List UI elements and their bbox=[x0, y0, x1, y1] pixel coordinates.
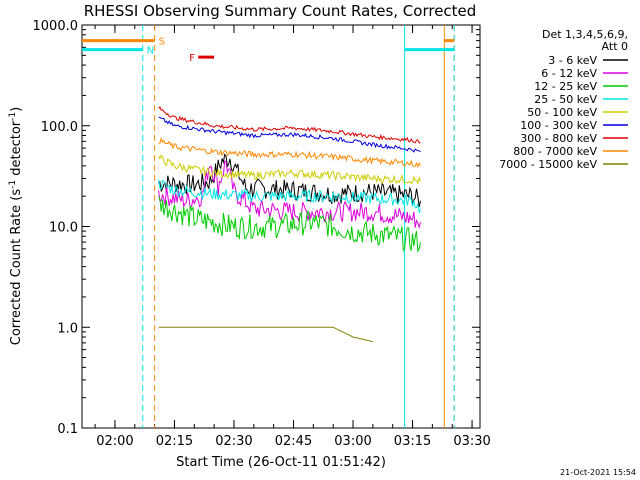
x-tick-label: 02:15 bbox=[156, 434, 193, 449]
y-axis-label-part: detector bbox=[9, 120, 24, 180]
legend-header-line: Det 1,3,4,5,6,9, bbox=[542, 28, 628, 41]
x-tick-label: 03:00 bbox=[334, 434, 371, 449]
legend-entry-label: 50 - 100 keV bbox=[527, 106, 597, 119]
flag-label-S: S bbox=[159, 37, 165, 48]
flag-label-F: F bbox=[189, 53, 195, 64]
legend-entry-label: 800 - 7000 keV bbox=[513, 145, 597, 158]
y-axis-label-part: Corrected Count Rate (s bbox=[9, 189, 24, 346]
series-line bbox=[158, 196, 421, 254]
chart-title: RHESSI Observing Summary Count Rates, Co… bbox=[84, 2, 477, 20]
x-tick-label: 02:30 bbox=[215, 434, 252, 449]
y-tick-label: 100.0 bbox=[41, 120, 78, 135]
legend-entry-label: 12 - 25 keV bbox=[534, 80, 597, 93]
series-line bbox=[158, 160, 421, 230]
y-tick-label: 0.1 bbox=[57, 422, 78, 437]
x-tick-label: 03:15 bbox=[394, 434, 431, 449]
legend-entry-label: 6 - 12 keV bbox=[541, 67, 597, 80]
legend-entry-label: 3 - 6 keV bbox=[548, 54, 597, 67]
series-line bbox=[158, 154, 421, 185]
y-tick-label: 10.0 bbox=[49, 221, 78, 236]
flag-label-N: N bbox=[147, 46, 154, 57]
y-tick-label: 1.0 bbox=[57, 321, 78, 336]
series-line bbox=[158, 179, 421, 214]
legend-entry-label: 100 - 300 keV bbox=[520, 119, 597, 132]
x-axis-label: Start Time (26-Oct-11 01:51:42) bbox=[176, 455, 386, 470]
footer-timestamp: 21-Oct-2021 15:54 bbox=[560, 468, 636, 477]
legend-entry-label: 300 - 800 keV bbox=[520, 132, 597, 145]
y-axis-label-part: ) bbox=[9, 107, 24, 112]
series-line bbox=[158, 116, 421, 153]
x-tick-label: 03:30 bbox=[453, 434, 490, 449]
plot-frame bbox=[81, 24, 481, 429]
x-tick-label: 02:00 bbox=[96, 434, 133, 449]
series-line bbox=[158, 153, 421, 208]
series-line bbox=[158, 326, 374, 343]
legend-header-line: Att 0 bbox=[602, 40, 628, 53]
y-tick-label: 1000.0 bbox=[33, 19, 79, 34]
series-line bbox=[158, 136, 421, 169]
legend-entry-label: 7000 - 15000 keV bbox=[499, 158, 597, 171]
y-axis-label-part: -1 bbox=[8, 112, 18, 121]
y-axis-label: Corrected Count Rate (s-1 detector-1) bbox=[8, 107, 24, 345]
y-axis-label-part: -1 bbox=[8, 180, 18, 189]
x-tick-label: 02:45 bbox=[275, 434, 312, 449]
legend-entry-label: 25 - 50 keV bbox=[534, 93, 597, 106]
series-line bbox=[158, 106, 421, 144]
